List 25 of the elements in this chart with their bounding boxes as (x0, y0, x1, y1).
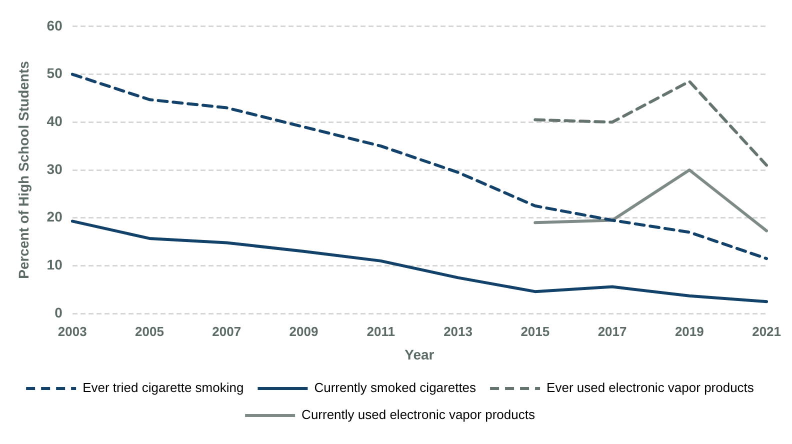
legend-label: Ever tried cigarette smoking (82, 380, 244, 396)
y-tick-label: 40 (46, 112, 63, 129)
legend-label: Ever used electronic vapor products (546, 380, 754, 396)
x-tick-label: 2005 (135, 324, 164, 339)
line-series (70, 72, 768, 260)
x-tick-label: 2013 (444, 324, 472, 339)
y-tick-label: 20 (46, 208, 63, 225)
x-tick-label: 2003 (58, 324, 87, 339)
y-tick-label: 50 (46, 65, 63, 82)
x-tick-label: 2011 (366, 324, 395, 339)
y-tick-label: 10 (46, 256, 63, 273)
x-axis-title: Year (404, 346, 435, 362)
y-tick-label: 30 (46, 160, 63, 177)
y-axis-title: Percent of High School Students (15, 60, 32, 279)
x-tick-label: 2009 (289, 324, 318, 339)
x-tick-label: 2017 (598, 324, 627, 339)
y-tick-label: 0 (54, 304, 63, 320)
x-tick-label: 2015 (520, 324, 550, 339)
x-tick-label: 2007 (212, 324, 242, 339)
x-tick-label: 2021 (752, 324, 781, 339)
x-tick-label: 2019 (674, 324, 704, 339)
y-tick-label: 60 (46, 17, 63, 34)
legend-label: Currently smoked cigarettes (314, 380, 477, 396)
legend-label: Currently used electronic vapor products (302, 407, 536, 422)
line-series (534, 80, 768, 167)
